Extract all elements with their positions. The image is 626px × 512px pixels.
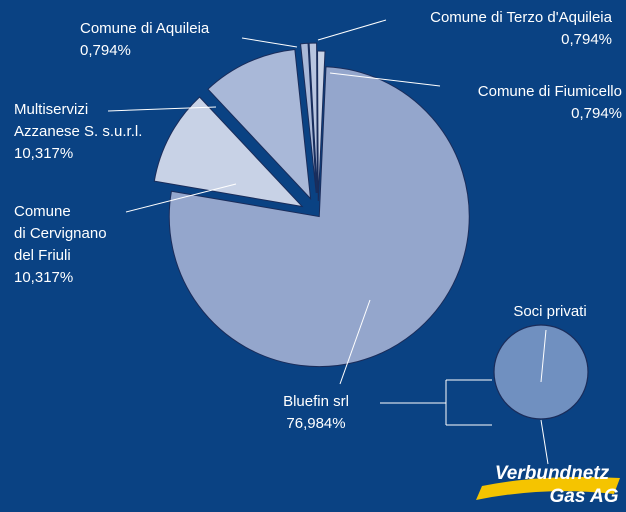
pie-slice bbox=[207, 48, 312, 201]
pie-slice bbox=[308, 42, 318, 194]
annotation: Soci privati bbox=[513, 303, 586, 320]
value-label: 0,794% bbox=[561, 31, 612, 48]
logo-text: Verbundnetz bbox=[495, 463, 610, 484]
slice-label: Comune di Aquileia bbox=[80, 20, 210, 37]
leader-line bbox=[317, 19, 387, 41]
value-label: 10,317% bbox=[14, 145, 73, 162]
leader-line bbox=[125, 183, 237, 213]
leader-line bbox=[339, 299, 371, 385]
slice-label: Comune di Terzo d'Aquileia bbox=[430, 9, 613, 26]
slice-label: di Cervignano bbox=[14, 225, 107, 242]
value-label: 76,984% bbox=[286, 415, 345, 432]
pie-slice bbox=[317, 50, 326, 202]
value-label: 10,317% bbox=[14, 269, 73, 286]
slice-label: Azzanese S. s.u.r.l. bbox=[14, 123, 142, 140]
pie-slice bbox=[153, 96, 304, 208]
slice-label: Multiservizi bbox=[14, 101, 88, 118]
leader-line bbox=[241, 37, 298, 48]
leader-line bbox=[107, 106, 217, 112]
bracket bbox=[380, 379, 492, 426]
pie-slice bbox=[168, 66, 470, 368]
private-shareholders-circle bbox=[493, 324, 589, 420]
pie-slice bbox=[300, 42, 317, 194]
logo-swoosh bbox=[476, 477, 620, 500]
value-label: 0,794% bbox=[80, 42, 131, 59]
leader-line bbox=[540, 329, 549, 465]
value-label: 0,794% bbox=[571, 105, 622, 122]
slice-label: del Friuli bbox=[14, 247, 71, 264]
slice-label: Bluefin srl bbox=[283, 393, 349, 410]
slice-label: Comune di Fiumicello bbox=[478, 83, 622, 100]
leader-line bbox=[329, 72, 441, 87]
slice-label: Comune bbox=[14, 203, 71, 220]
logo-text: Gas AG bbox=[550, 486, 619, 507]
